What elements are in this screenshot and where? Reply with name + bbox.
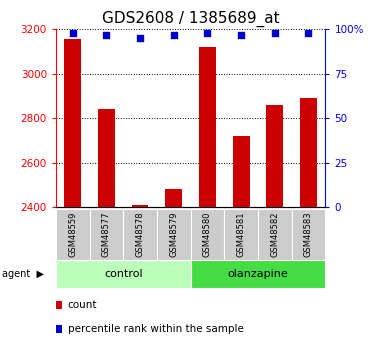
Text: GSM48559: GSM48559 — [68, 212, 77, 257]
Bar — [300, 98, 317, 207]
Text: agent  ▶: agent ▶ — [2, 269, 44, 279]
Point — [103, 32, 109, 37]
Text: GSM48578: GSM48578 — [136, 212, 144, 257]
Bar — [233, 136, 249, 207]
Bar — [157, 209, 191, 260]
Text: GSM48580: GSM48580 — [203, 212, 212, 257]
Text: percentile rank within the sample: percentile rank within the sample — [67, 324, 243, 334]
Bar — [292, 209, 325, 260]
Text: GSM48581: GSM48581 — [237, 212, 246, 257]
Point — [238, 32, 244, 37]
Bar — [258, 209, 292, 260]
Text: GSM48582: GSM48582 — [270, 212, 279, 257]
Text: GSM48579: GSM48579 — [169, 212, 178, 257]
Point — [305, 30, 311, 36]
Bar — [199, 47, 216, 207]
Bar — [64, 39, 81, 207]
Bar — [191, 209, 224, 260]
Point — [272, 30, 278, 36]
Bar — [266, 105, 283, 207]
Bar — [132, 205, 149, 207]
Text: control: control — [104, 269, 142, 279]
Bar — [165, 189, 182, 207]
Point — [70, 30, 76, 36]
Point — [137, 36, 143, 41]
Text: olanzapine: olanzapine — [228, 269, 288, 279]
Text: GSM48583: GSM48583 — [304, 212, 313, 257]
Bar — [89, 209, 123, 260]
Bar — [98, 109, 115, 207]
Bar — [224, 209, 258, 260]
Text: GSM48577: GSM48577 — [102, 212, 111, 257]
Point — [171, 32, 177, 37]
Text: count: count — [67, 300, 97, 310]
Bar — [56, 260, 191, 288]
Point — [204, 30, 211, 36]
Bar — [191, 260, 325, 288]
Text: GDS2608 / 1385689_at: GDS2608 / 1385689_at — [102, 10, 280, 27]
Bar — [123, 209, 157, 260]
Bar — [56, 209, 89, 260]
